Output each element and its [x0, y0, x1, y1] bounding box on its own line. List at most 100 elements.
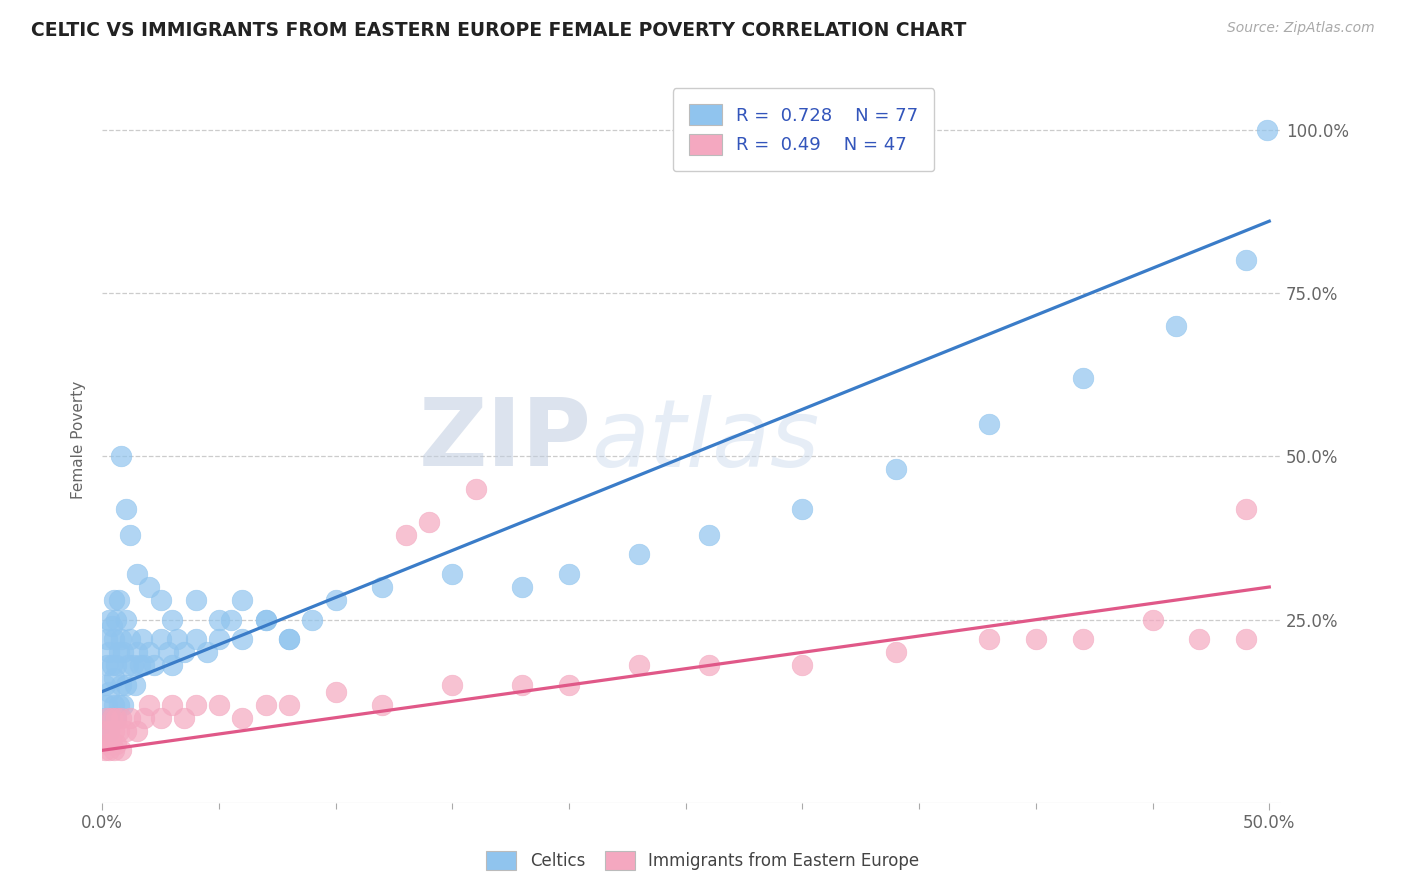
Point [120, 711, 142, 725]
Point [208, 613, 231, 627]
Point [103, 723, 125, 738]
Point [98, 743, 121, 757]
Point [120, 527, 142, 541]
Point [301, 613, 323, 627]
Point [395, 527, 418, 541]
Point [103, 672, 125, 686]
Point [103, 698, 125, 712]
Point [184, 593, 207, 607]
Point [697, 658, 720, 673]
Point [96, 658, 118, 673]
Point [184, 698, 207, 712]
Point [418, 515, 440, 529]
Point [371, 580, 394, 594]
Point [1164, 318, 1187, 333]
Point [441, 566, 464, 581]
Point [558, 678, 581, 692]
Point [1071, 371, 1094, 385]
Point [93, 723, 115, 738]
Point [162, 658, 184, 673]
Point [110, 711, 132, 725]
Point [98, 684, 121, 698]
Point [1256, 122, 1278, 136]
Point [441, 678, 464, 692]
Point [138, 698, 160, 712]
Point [98, 723, 121, 738]
Point [371, 698, 394, 712]
Legend: Celtics, Immigrants from Eastern Europe: Celtics, Immigrants from Eastern Europe [479, 844, 927, 877]
Point [103, 593, 125, 607]
Point [131, 632, 153, 647]
Point [254, 613, 277, 627]
Legend: R =  0.728    N = 77, R =  0.49    N = 47: R = 0.728 N = 77, R = 0.49 N = 47 [673, 88, 935, 171]
Point [121, 658, 143, 673]
Point [100, 658, 122, 673]
Point [138, 580, 160, 594]
Point [98, 645, 121, 659]
Point [792, 501, 814, 516]
Point [96, 737, 118, 751]
Point [96, 698, 118, 712]
Point [100, 711, 122, 725]
Point [105, 658, 128, 673]
Point [979, 632, 1001, 647]
Point [219, 613, 242, 627]
Text: atlas: atlas [592, 394, 820, 485]
Point [792, 658, 814, 673]
Point [138, 645, 160, 659]
Point [1142, 613, 1164, 627]
Point [166, 632, 188, 647]
Point [173, 711, 195, 725]
Point [184, 632, 207, 647]
Point [127, 566, 149, 581]
Point [278, 698, 301, 712]
Point [1025, 632, 1047, 647]
Point [149, 632, 172, 647]
Point [100, 711, 122, 725]
Point [93, 743, 115, 757]
Point [93, 711, 115, 725]
Point [98, 613, 121, 627]
Point [105, 737, 128, 751]
Point [110, 678, 132, 692]
Point [103, 632, 125, 647]
Point [105, 613, 128, 627]
Point [1188, 632, 1211, 647]
Point [107, 723, 129, 738]
Point [325, 593, 347, 607]
Point [98, 723, 121, 738]
Point [110, 450, 132, 464]
Point [103, 743, 125, 757]
Text: ZIP: ZIP [419, 394, 592, 486]
Text: Source: ZipAtlas.com: Source: ZipAtlas.com [1227, 21, 1375, 36]
Point [1234, 501, 1257, 516]
Point [208, 632, 231, 647]
Point [127, 723, 149, 738]
Point [884, 645, 907, 659]
Point [110, 743, 132, 757]
Point [127, 645, 149, 659]
Point [105, 711, 128, 725]
Point [254, 613, 277, 627]
Point [884, 462, 907, 476]
Point [325, 684, 347, 698]
Point [278, 632, 301, 647]
Point [697, 527, 720, 541]
Point [117, 658, 139, 673]
Point [1234, 632, 1257, 647]
Point [558, 566, 581, 581]
Point [112, 645, 135, 659]
Point [231, 632, 253, 647]
Point [114, 613, 136, 627]
Point [278, 632, 301, 647]
Point [142, 658, 165, 673]
Point [100, 619, 122, 633]
Point [1234, 253, 1257, 268]
Text: CELTIC VS IMMIGRANTS FROM EASTERN EUROPE FEMALE POVERTY CORRELATION CHART: CELTIC VS IMMIGRANTS FROM EASTERN EUROPE… [31, 21, 966, 40]
Point [134, 658, 156, 673]
Point [979, 417, 1001, 431]
Point [114, 678, 136, 692]
Point [105, 711, 128, 725]
Point [93, 678, 115, 692]
Point [208, 698, 231, 712]
